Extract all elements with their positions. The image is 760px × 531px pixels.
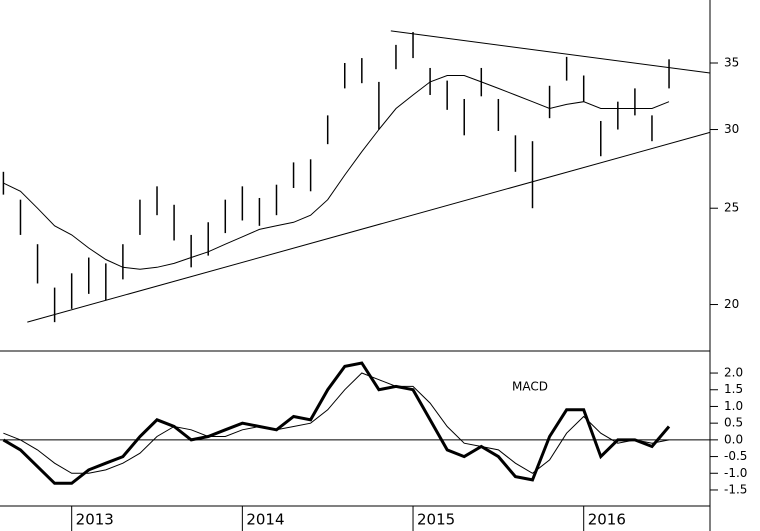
x-tick-label: 2013 [76,511,114,529]
y-tick-label: -1.0 [724,466,747,480]
y-tick-label: 35 [724,55,739,69]
y-tick-label: 1.0 [724,399,743,413]
macd-label: MACD [512,380,548,394]
trendline [27,131,711,323]
x-tick-label: 2016 [588,511,626,529]
macd-line [2,361,671,485]
trendline [390,30,711,74]
y-tick-label: 2.0 [724,366,743,380]
x-tick-label: 2015 [417,511,455,529]
y-tick-label: -0.5 [724,449,747,463]
y-tick-label: 0.0 [724,432,743,446]
y-tick-label: 25 [724,201,739,215]
y-tick-label: 30 [724,122,739,136]
moving-average [3,75,670,270]
signal-line [3,372,670,474]
y-tick-label: 20 [724,297,739,311]
x-tick-label: 2014 [246,511,284,529]
y-tick-label: 0.5 [724,416,743,430]
y-tick-label: 1.5 [724,382,743,396]
y-tick-label: -1.5 [724,482,747,496]
